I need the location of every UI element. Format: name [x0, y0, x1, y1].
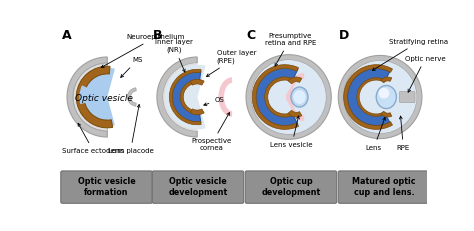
FancyBboxPatch shape [400, 92, 415, 102]
Text: Optic nerve: Optic nerve [405, 55, 446, 92]
Wedge shape [128, 88, 136, 106]
Wedge shape [288, 77, 302, 84]
Wedge shape [381, 111, 392, 117]
Text: A: A [62, 29, 71, 42]
Wedge shape [80, 85, 91, 104]
Wedge shape [164, 65, 206, 129]
Text: Lens: Lens [366, 117, 385, 151]
Ellipse shape [376, 85, 396, 109]
Wedge shape [190, 109, 204, 115]
Text: Neuroepithelium: Neuroepithelium [101, 34, 185, 67]
Wedge shape [254, 66, 298, 128]
Wedge shape [344, 65, 392, 129]
Wedge shape [169, 69, 201, 125]
FancyBboxPatch shape [61, 171, 152, 203]
Text: Stratifying retina: Stratifying retina [373, 39, 448, 70]
Wedge shape [73, 63, 107, 131]
Wedge shape [190, 79, 204, 85]
Text: Surface ectoderm: Surface ectoderm [63, 123, 125, 154]
Text: Optic vesicle
formation: Optic vesicle formation [78, 177, 136, 197]
Text: D: D [339, 29, 349, 42]
Wedge shape [180, 80, 200, 114]
Wedge shape [381, 77, 392, 83]
Ellipse shape [293, 90, 306, 104]
Wedge shape [157, 57, 197, 137]
Ellipse shape [379, 88, 390, 99]
Text: Prospective
cornea: Prospective cornea [191, 112, 231, 151]
Wedge shape [76, 94, 113, 128]
Wedge shape [357, 78, 385, 116]
FancyBboxPatch shape [245, 171, 337, 203]
Text: Inner layer
(NR): Inner layer (NR) [155, 40, 193, 72]
Text: Presumptive
retina and RPE: Presumptive retina and RPE [264, 33, 316, 66]
Wedge shape [347, 69, 390, 125]
Text: Optic vesicle: Optic vesicle [75, 94, 133, 103]
Wedge shape [288, 110, 302, 117]
Text: Lens vesicle: Lens vesicle [271, 116, 313, 148]
Text: Lens placode: Lens placode [108, 104, 154, 154]
Wedge shape [171, 71, 201, 123]
Wedge shape [163, 63, 197, 131]
Text: OS: OS [204, 97, 224, 106]
Text: RPE: RPE [397, 116, 410, 151]
Text: Matured optic
cup and lens.: Matured optic cup and lens. [352, 177, 416, 197]
Text: B: B [153, 29, 163, 42]
Text: C: C [246, 29, 255, 42]
Wedge shape [264, 77, 293, 117]
Circle shape [251, 60, 326, 134]
Text: Optic cup
development: Optic cup development [261, 177, 320, 197]
Ellipse shape [291, 87, 308, 107]
Wedge shape [78, 68, 115, 126]
Wedge shape [67, 57, 107, 137]
Wedge shape [338, 55, 422, 139]
FancyBboxPatch shape [152, 171, 244, 203]
FancyBboxPatch shape [338, 171, 430, 203]
Wedge shape [182, 82, 201, 112]
Text: Optic vesicle
development: Optic vesicle development [168, 177, 228, 197]
Wedge shape [266, 79, 294, 116]
Text: Outer layer
(RPE): Outer layer (RPE) [207, 50, 256, 76]
Wedge shape [76, 66, 110, 95]
Text: MS: MS [121, 57, 143, 77]
Wedge shape [246, 55, 331, 139]
Wedge shape [252, 65, 299, 129]
Circle shape [344, 61, 417, 133]
Wedge shape [358, 79, 386, 115]
